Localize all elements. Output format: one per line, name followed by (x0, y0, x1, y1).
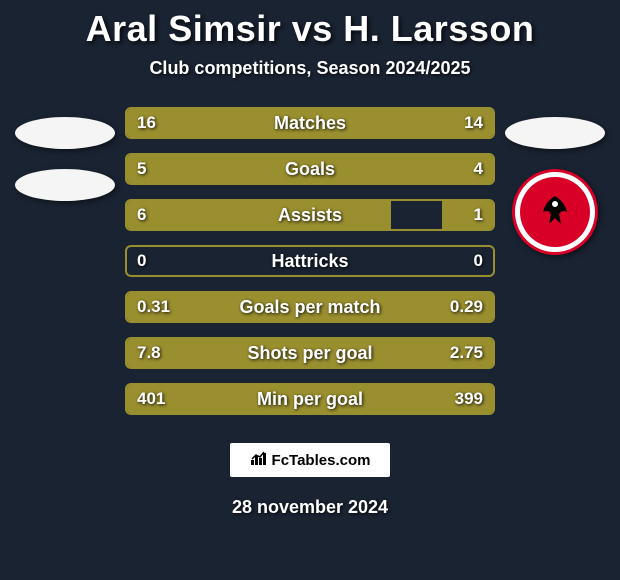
stat-row: 6Assists1 (125, 199, 495, 231)
page-title: Aral Simsir vs H. Larsson (86, 8, 535, 50)
stat-label: Shots per goal (127, 343, 493, 364)
stat-right-value: 2.75 (450, 343, 483, 363)
fctables-label: FcTables.com (272, 452, 371, 469)
stat-right-value: 14 (464, 113, 483, 133)
stat-right-value: 1 (474, 205, 483, 225)
left-badges (5, 107, 125, 201)
stat-row: 16Matches14 (125, 107, 495, 139)
stat-right-value: 4 (474, 159, 483, 179)
stat-label: Hattricks (127, 251, 493, 272)
stat-label: Assists (127, 205, 493, 226)
main-row: 16Matches14 5Goals4 6Assists1 0Hattricks0 0.… (0, 107, 620, 415)
stat-right-value: 399 (455, 389, 483, 409)
chart-icon (250, 450, 268, 471)
left-club-badge-1 (15, 117, 115, 149)
stat-row: 7.8Shots per goal2.75 (125, 337, 495, 369)
right-badges (495, 107, 615, 255)
eintracht-badge-inner (520, 177, 590, 247)
stat-label: Goals per match (127, 297, 493, 318)
stat-row: 0.31Goals per match0.29 (125, 291, 495, 323)
stat-row: 0Hattricks0 (125, 245, 495, 277)
stat-right-value: 0.29 (450, 297, 483, 317)
stat-label: Matches (127, 113, 493, 134)
left-club-badge-2 (15, 169, 115, 201)
stat-label: Min per goal (127, 389, 493, 410)
stat-right-value: 0 (474, 251, 483, 271)
date-text: 28 november 2024 (232, 497, 388, 518)
comparison-card: Aral Simsir vs H. Larsson Club competiti… (0, 0, 620, 580)
eagle-icon (535, 190, 575, 235)
fctables-logo[interactable]: FcTables.com (230, 443, 390, 477)
stats-column: 16Matches14 5Goals4 6Assists1 0Hattricks0 0.… (125, 107, 495, 415)
right-club-badge-2 (512, 169, 598, 255)
stat-row: 401Min per goal399 (125, 383, 495, 415)
subtitle: Club competitions, Season 2024/2025 (149, 58, 470, 79)
stat-row: 5Goals4 (125, 153, 495, 185)
stat-label: Goals (127, 159, 493, 180)
right-club-badge-1 (505, 117, 605, 149)
